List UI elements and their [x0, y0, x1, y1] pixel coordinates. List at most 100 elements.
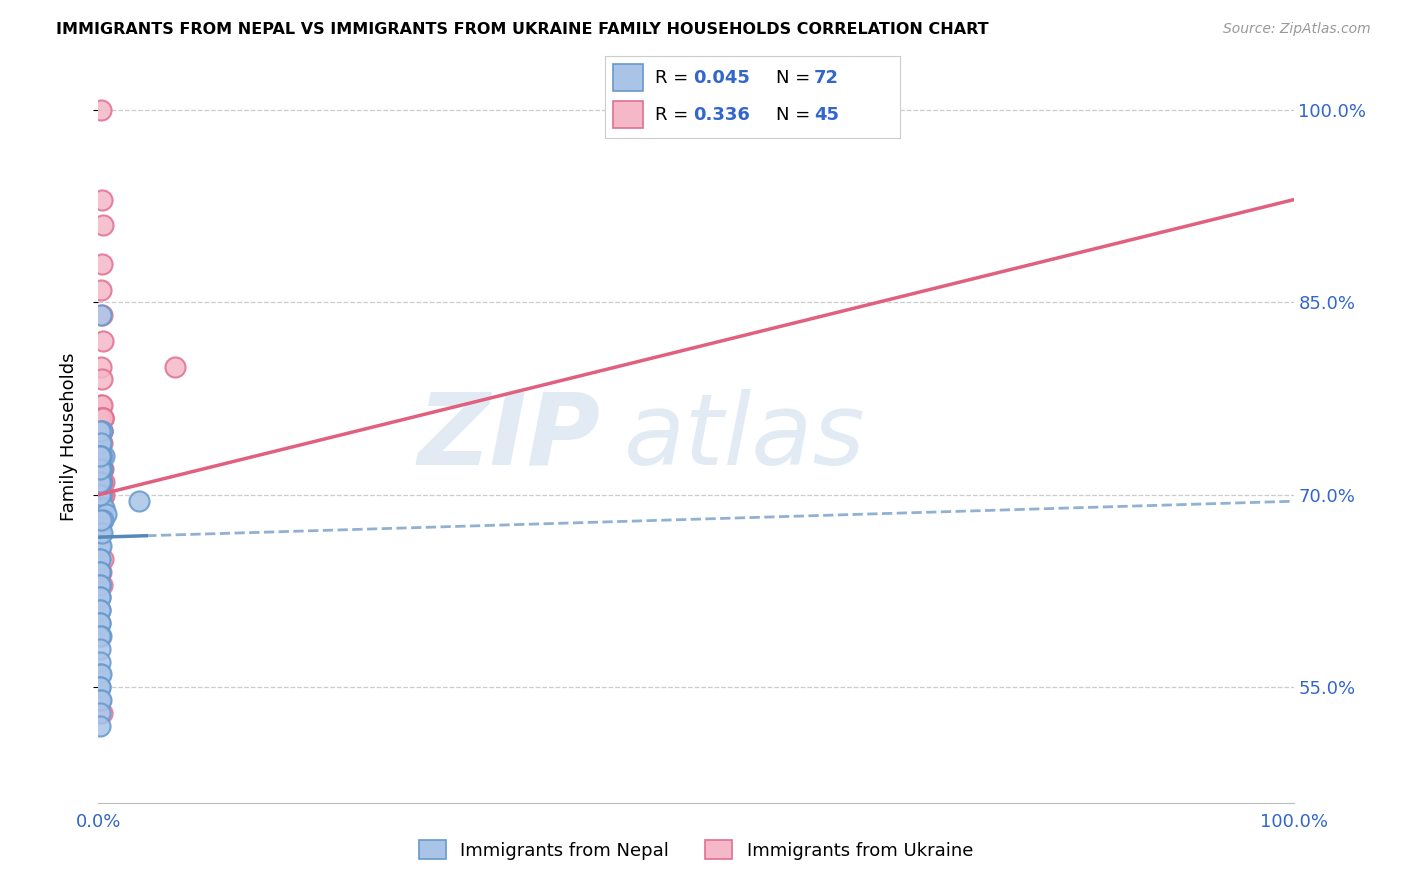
- Point: [91, 462, 114, 476]
- Point: [91, 436, 114, 450]
- Point: [89, 552, 111, 566]
- Point: [89, 410, 111, 425]
- FancyBboxPatch shape: [613, 64, 643, 92]
- Text: 0.045: 0.045: [693, 69, 749, 87]
- Point: [90, 475, 112, 489]
- Point: [90, 514, 112, 528]
- Point: [89, 462, 111, 476]
- Point: [89, 693, 111, 707]
- Point: [90, 103, 112, 117]
- Point: [89, 462, 111, 476]
- Point: [89, 565, 111, 579]
- Point: [89, 450, 111, 464]
- Point: [90, 462, 112, 476]
- Text: atlas: atlas: [624, 389, 866, 485]
- Point: [93, 500, 115, 515]
- Point: [91, 577, 114, 591]
- Text: IMMIGRANTS FROM NEPAL VS IMMIGRANTS FROM UKRAINE FAMILY HOUSEHOLDS CORRELATION C: IMMIGRANTS FROM NEPAL VS IMMIGRANTS FROM…: [56, 22, 988, 37]
- Point: [89, 475, 111, 489]
- Point: [89, 603, 111, 617]
- Point: [90, 514, 112, 528]
- Point: [91, 450, 114, 464]
- Point: [89, 655, 111, 669]
- Point: [93, 450, 115, 464]
- Point: [91, 372, 114, 386]
- Text: R =: R =: [655, 106, 693, 124]
- Point: [91, 410, 114, 425]
- Point: [90, 424, 112, 438]
- Point: [90, 500, 112, 515]
- Point: [90, 436, 112, 450]
- Point: [91, 526, 114, 541]
- Point: [89, 475, 111, 489]
- Text: 0.336: 0.336: [693, 106, 749, 124]
- Point: [91, 410, 114, 425]
- Point: [89, 565, 111, 579]
- Point: [91, 450, 114, 464]
- Point: [91, 424, 114, 438]
- Point: [91, 500, 114, 515]
- Text: R =: R =: [655, 69, 693, 87]
- Y-axis label: Family Households: Family Households: [59, 353, 77, 521]
- Point: [90, 450, 112, 464]
- Point: [90, 475, 112, 489]
- Point: [89, 616, 111, 631]
- Point: [90, 398, 112, 412]
- Point: [89, 500, 111, 515]
- Point: [89, 603, 111, 617]
- Point: [94, 507, 117, 521]
- Point: [89, 462, 111, 476]
- Point: [90, 565, 112, 579]
- Point: [90, 450, 112, 464]
- Point: [91, 514, 114, 528]
- Point: [89, 706, 111, 720]
- Point: [91, 219, 114, 233]
- Point: [89, 450, 111, 464]
- Text: 72: 72: [814, 69, 839, 87]
- Point: [90, 475, 112, 489]
- Text: N =: N =: [776, 69, 815, 87]
- Text: Source: ZipAtlas.com: Source: ZipAtlas.com: [1223, 22, 1371, 37]
- Point: [91, 424, 114, 438]
- Point: [93, 475, 115, 489]
- Point: [90, 283, 112, 297]
- Point: [89, 577, 111, 591]
- Point: [89, 539, 111, 553]
- Point: [91, 410, 114, 425]
- Point: [89, 552, 111, 566]
- Point: [91, 514, 114, 528]
- Point: [89, 475, 111, 489]
- Point: [89, 514, 111, 528]
- Point: [90, 693, 112, 707]
- Point: [89, 488, 111, 502]
- Point: [93, 488, 115, 502]
- Point: [89, 616, 111, 631]
- Point: [91, 398, 114, 412]
- Point: [89, 514, 111, 528]
- Point: [90, 450, 112, 464]
- Point: [91, 462, 114, 476]
- Point: [89, 500, 111, 515]
- Point: [90, 450, 112, 464]
- Point: [89, 436, 111, 450]
- Point: [89, 591, 111, 605]
- Point: [91, 488, 114, 502]
- Point: [89, 462, 111, 476]
- Point: [90, 308, 112, 322]
- Point: [128, 494, 150, 508]
- Point: [91, 334, 114, 348]
- Point: [163, 359, 186, 374]
- FancyBboxPatch shape: [613, 102, 643, 128]
- Point: [91, 308, 114, 322]
- Point: [89, 526, 111, 541]
- Text: N =: N =: [776, 106, 815, 124]
- Point: [89, 629, 111, 643]
- Point: [90, 539, 112, 553]
- Point: [89, 719, 111, 733]
- Point: [90, 667, 112, 681]
- Point: [89, 424, 111, 438]
- Point: [89, 514, 111, 528]
- Point: [91, 488, 114, 502]
- Point: [90, 629, 112, 643]
- Point: [91, 424, 114, 438]
